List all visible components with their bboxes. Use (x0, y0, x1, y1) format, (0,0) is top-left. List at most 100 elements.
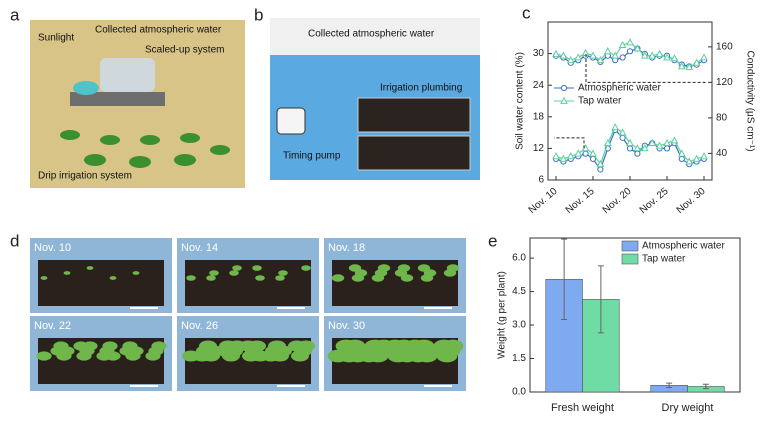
marker (559, 154, 568, 162)
water (73, 81, 99, 95)
marker (655, 49, 664, 57)
x-tick-label: Dry weight (662, 402, 714, 414)
photo-label: Nov. 10 (34, 242, 71, 254)
photo-label: Nov. 14 (181, 242, 218, 254)
marker (677, 149, 686, 157)
marker (692, 58, 701, 66)
legend-label: Atmospheric water (578, 83, 661, 94)
marker (611, 51, 620, 59)
photo-b: Collected atmospheric water Irrigation p… (270, 18, 480, 180)
seedling (262, 350, 280, 362)
seedling (193, 350, 211, 362)
y-tick-label: 6 (538, 175, 544, 186)
marker (589, 149, 597, 157)
seedling (348, 264, 362, 272)
error-bar (702, 383, 709, 390)
marker (552, 152, 560, 160)
legend-swatch (621, 253, 639, 265)
x-tick-label: Nov. 15 (564, 186, 597, 216)
marker (692, 154, 701, 162)
legend-swatch (621, 240, 639, 252)
error-bar (597, 265, 604, 334)
seedling (252, 265, 262, 271)
y2-tick-label: 80 (716, 113, 728, 124)
x-tick-label: Nov. 30 (675, 186, 708, 216)
panel-letter: a (10, 5, 20, 24)
seedling (40, 276, 48, 280)
marker (700, 152, 708, 160)
marker (603, 138, 612, 147)
marker (582, 150, 589, 157)
seedling (145, 351, 161, 361)
marker (626, 48, 634, 55)
seedling (278, 270, 288, 276)
seedling (50, 346, 66, 356)
marker (685, 157, 694, 165)
marker (552, 49, 560, 57)
x-tick-label: Nov. 25 (638, 186, 671, 216)
marker (634, 150, 641, 157)
marker (640, 51, 649, 59)
seedling (186, 275, 196, 281)
marker (655, 141, 664, 149)
tray (38, 260, 164, 306)
legend-label: Atmospheric water (642, 241, 725, 252)
marker (640, 144, 649, 152)
marker (626, 38, 634, 46)
marker (626, 138, 634, 147)
seedling (358, 349, 380, 363)
seedling (239, 340, 257, 352)
seedling (96, 351, 112, 361)
seedling (36, 351, 52, 361)
photo-label: Nov. 30 (328, 320, 365, 332)
marker (566, 152, 575, 160)
seedling (132, 271, 140, 275)
seedling (335, 339, 357, 353)
y-axis-label: Soil water content (%) (515, 52, 526, 150)
marker (670, 136, 679, 144)
pump (276, 107, 306, 135)
marker (566, 55, 575, 64)
photo-label: Collected atmospheric water (308, 29, 435, 40)
seedling (216, 345, 234, 357)
plot-frame (529, 237, 741, 393)
panel-letter: b (254, 5, 263, 24)
marker (633, 44, 642, 52)
panel-letter: e (488, 231, 497, 250)
marker (677, 62, 686, 70)
seedling (73, 341, 89, 351)
photo-label: Nov. 18 (328, 242, 365, 254)
seedling (351, 274, 365, 282)
seedling (338, 349, 360, 363)
tray (185, 260, 311, 306)
seedling (232, 265, 242, 271)
y2-tick-label: 120 (716, 77, 733, 88)
x-tick-label: Nov. 20 (601, 186, 634, 216)
marker (663, 138, 671, 147)
photo-label: Timing pump (283, 151, 341, 162)
panel-letter: c (522, 3, 531, 22)
photo-label: Nov. 26 (181, 320, 218, 332)
y-tick-label: 6.0 (512, 253, 526, 264)
y-axis-label: Weight (g per plant) (497, 271, 508, 359)
x-tick-label: Nov. 10 (527, 186, 560, 216)
photo-label: Nov. 22 (34, 320, 71, 332)
legend-label: Tap water (642, 254, 686, 265)
marker (560, 96, 568, 104)
y-tick-label: 30 (533, 48, 545, 59)
marker (670, 54, 679, 62)
photo-label: Irrigation plumbing (380, 83, 462, 94)
seedling (109, 276, 117, 280)
seedling (76, 351, 92, 361)
marker (603, 47, 612, 55)
seedling (119, 346, 135, 356)
panel-letter: d (10, 231, 19, 250)
seedling (288, 340, 306, 352)
table (70, 92, 165, 106)
seedling (275, 275, 285, 281)
marker (597, 166, 604, 173)
y2-axis-label: Conductivity (μS cm⁻¹) (744, 50, 755, 151)
marker (648, 138, 657, 147)
seedling (301, 265, 311, 271)
